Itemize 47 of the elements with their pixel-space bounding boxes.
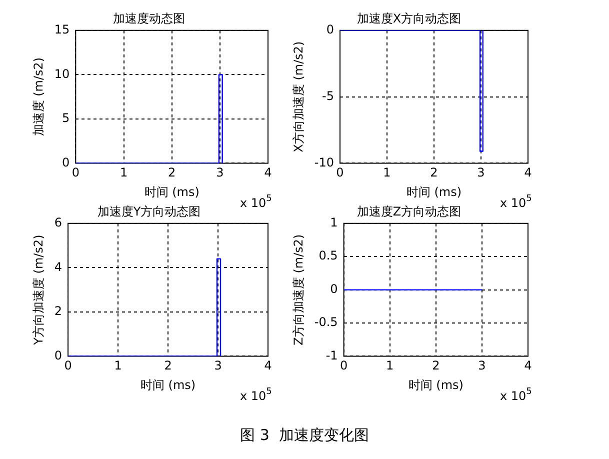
y-tick-label: 2 bbox=[54, 304, 62, 318]
y-tick-label: -5 bbox=[322, 88, 334, 103]
y-tick-label: -10 bbox=[314, 155, 334, 170]
y-tick-label: 0 bbox=[62, 155, 70, 170]
x-tick-label: 0 bbox=[340, 358, 348, 373]
chart-title: 加速度Y方向动态图 bbox=[97, 204, 201, 218]
x-axis-title: 时间 (ms) bbox=[406, 184, 462, 199]
chart-title: 加速度Z方向动态图 bbox=[356, 204, 462, 218]
x-tick-label: 1 bbox=[386, 358, 394, 373]
x-tick-label: 1 bbox=[383, 166, 391, 180]
y-tick-label: 6 bbox=[54, 216, 62, 230]
y-tick-label: 15 bbox=[54, 22, 70, 37]
y-tick-label: 5 bbox=[62, 111, 70, 126]
y-axis-title: Y方向加速度 (m/s2) bbox=[31, 234, 46, 346]
x-axis-title: 时间 (ms) bbox=[144, 184, 200, 199]
x-tick-label: 1 bbox=[114, 358, 122, 373]
x-tick-label: 2 bbox=[430, 166, 438, 180]
x-tick-label: 0 bbox=[72, 166, 80, 180]
x-tick-label: 4 bbox=[524, 166, 532, 180]
x-tick-label: 3 bbox=[214, 358, 222, 373]
x-axis-title: 时间 (ms) bbox=[408, 378, 464, 392]
x-tick-label: 2 bbox=[168, 166, 176, 180]
x-tick-label: 3 bbox=[216, 166, 224, 180]
y-tick-label: -0.5 bbox=[314, 315, 338, 330]
x-axis-title: 时间 (ms) bbox=[140, 378, 196, 392]
y-tick-label: -1 bbox=[326, 348, 338, 362]
x-tick-label: 3 bbox=[478, 358, 486, 373]
x-tick-label: 4 bbox=[264, 358, 272, 373]
y-axis-title: Z方向加速度 (m/s2) bbox=[291, 234, 306, 346]
x-tick-label: 1 bbox=[120, 166, 128, 180]
y-tick-label: 0 bbox=[330, 282, 338, 296]
y-tick-label: 10 bbox=[54, 66, 70, 81]
chart-title: 加速度X方向动态图 bbox=[356, 11, 462, 26]
y-axis-title: 加速度 (m/s2) bbox=[31, 57, 46, 136]
caption: 图 3 加速度变化图 bbox=[239, 426, 370, 445]
x-tick-label: 2 bbox=[164, 358, 172, 373]
y-tick-label: 0.5 bbox=[318, 248, 338, 263]
x-tick-label: 4 bbox=[264, 166, 272, 180]
y-tick-label: 0 bbox=[54, 348, 62, 362]
y-axis-title: X方向加速度 (m/s2) bbox=[291, 41, 306, 152]
y-tick-label: 4 bbox=[54, 260, 62, 274]
x-tick-label: 2 bbox=[432, 358, 440, 373]
y-tick-label: 0 bbox=[326, 22, 334, 37]
y-tick-label: 1 bbox=[330, 216, 338, 230]
x-tick-label: 4 bbox=[524, 358, 532, 373]
x-tick-label: 3 bbox=[477, 166, 485, 180]
chart-title: 加速度动态图 bbox=[113, 11, 185, 26]
